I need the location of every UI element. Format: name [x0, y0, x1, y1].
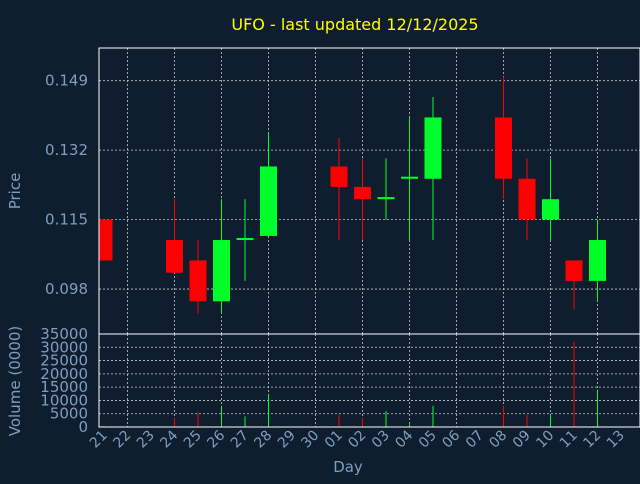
volume-tick-label: 0: [78, 418, 88, 436]
price-axis-label: Price: [6, 173, 24, 210]
candle-body: [166, 240, 183, 273]
x-tick-label: 21: [87, 428, 111, 452]
x-tick-label: 09: [510, 428, 534, 452]
x-tick-label: 25: [181, 428, 205, 452]
volume-tick-label: 5000: [50, 405, 88, 423]
x-tick-label: 12: [580, 428, 604, 452]
x-tick-label: 01: [322, 428, 346, 452]
x-tick-label: 07: [463, 428, 487, 452]
x-tick-label: 10: [533, 428, 557, 452]
x-tick-label: 03: [369, 428, 393, 452]
volume-panel-frame: [98, 333, 640, 428]
candle-body: [260, 166, 277, 236]
price-tick-label: 0.098: [45, 280, 88, 298]
candle-body: [377, 197, 395, 200]
x-tick-label: 29: [275, 428, 299, 452]
price-tick-label: 0.149: [45, 72, 88, 90]
x-tick-label: 11: [557, 428, 581, 452]
x-tick-label: 06: [439, 427, 463, 451]
x-axis-label: Day: [333, 458, 363, 476]
candle-body: [330, 166, 348, 187]
volume-tick-label: 30000: [40, 338, 88, 356]
candle-body: [542, 199, 559, 220]
x-tick-label: 30: [298, 428, 322, 452]
candle-body: [565, 260, 583, 281]
volume-tick-label: 20000: [40, 365, 88, 383]
x-tick-label: 27: [228, 428, 252, 452]
candle-body: [213, 240, 230, 302]
candle-body: [495, 117, 512, 179]
candle-body: [99, 219, 113, 261]
volume-tick-label: 25000: [40, 352, 88, 370]
x-tick-label: 02: [345, 428, 369, 452]
chart-title: UFO - last updated 12/12/2025: [231, 15, 478, 34]
candle-body: [589, 240, 606, 281]
volume-tick-label: 15000: [40, 378, 88, 396]
x-tick-label: 04: [392, 427, 416, 451]
volume-axis-label: Volume (0000): [6, 326, 24, 436]
price-tick-label: 0.115: [45, 211, 88, 229]
candle-body: [401, 176, 418, 179]
volume-tick-label: 35000: [40, 325, 88, 343]
candle-body: [424, 117, 442, 179]
volume-tick-label: 10000: [40, 391, 88, 409]
x-tick-label: 23: [134, 428, 158, 452]
price-tick-label: 0.132: [45, 141, 88, 159]
x-tick-label: 05: [416, 428, 440, 452]
x-tick-label: 22: [110, 428, 134, 452]
x-tick-label: 08: [486, 428, 510, 452]
candle-body: [354, 186, 371, 200]
x-tick-label: 24: [157, 427, 181, 451]
candle-body: [189, 260, 207, 302]
x-tick-label: 28: [251, 428, 275, 452]
x-tick-label: 13: [604, 428, 628, 452]
candle-body: [236, 237, 254, 241]
x-tick-label: 26: [204, 427, 228, 451]
candle-body: [518, 178, 536, 220]
